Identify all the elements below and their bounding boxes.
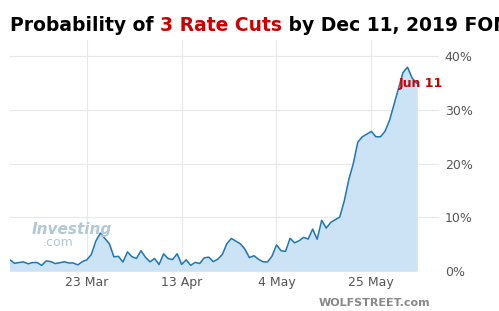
Text: 3 Rate Cuts: 3 Rate Cuts [160,16,282,35]
Text: by Dec 11, 2019 FOMC Meeting: by Dec 11, 2019 FOMC Meeting [282,16,499,35]
Text: .com: .com [42,236,73,249]
Text: WOLFSTREET.com: WOLFSTREET.com [319,298,431,308]
Text: Probability of: Probability of [10,16,160,35]
Text: Jun 11: Jun 11 [399,77,443,90]
Text: Investing: Investing [31,222,112,237]
